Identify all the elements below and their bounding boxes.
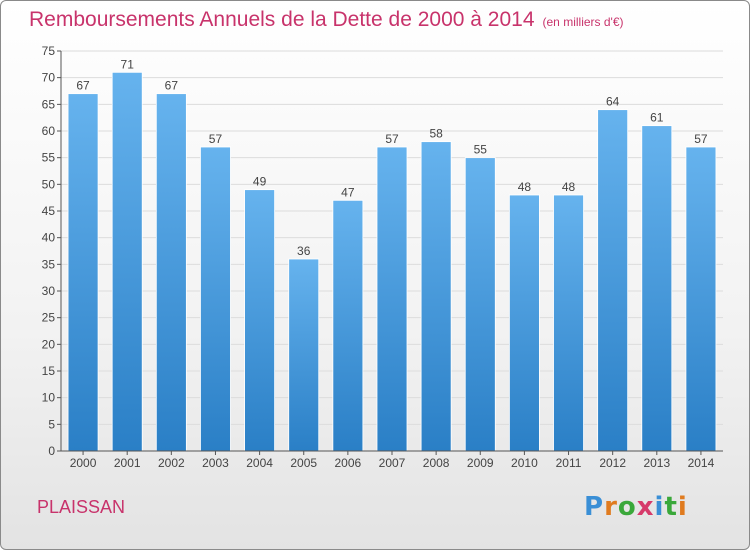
- logo-letter: o: [617, 492, 637, 522]
- bar-value-label: 47: [341, 185, 355, 199]
- bar: [597, 109, 629, 452]
- x-tick-label: 2010: [511, 456, 538, 470]
- bar-value-label: 71: [121, 57, 135, 71]
- bar: [553, 194, 584, 452]
- bar: [508, 194, 540, 452]
- bar: [641, 125, 673, 452]
- x-tick-label: 2011: [556, 456, 582, 470]
- bar-value-label: 48: [518, 180, 532, 194]
- y-tick-label: 40: [42, 231, 56, 245]
- title-text: Remboursements Annuels de la Dette de 20…: [29, 8, 535, 31]
- bar-value-label: 57: [385, 132, 399, 146]
- subtitle-text: (en milliers d'€): [542, 15, 624, 29]
- bar: [376, 146, 408, 452]
- y-tick-label: 25: [42, 311, 56, 325]
- y-tick-label: 15: [42, 364, 56, 378]
- x-tick-label: 2005: [290, 456, 317, 470]
- x-tick-label: 2008: [423, 456, 450, 470]
- x-tick-label: 2007: [379, 456, 406, 470]
- y-tick-label: 70: [42, 71, 56, 85]
- bar: [332, 199, 364, 452]
- bar: [155, 93, 187, 452]
- x-tick-label: 2001: [114, 456, 141, 470]
- logo-letter: i: [677, 492, 688, 522]
- logo-letter: i: [654, 492, 665, 522]
- y-tick-label: 5: [48, 417, 55, 431]
- bar-value-label: 58: [429, 127, 443, 141]
- bar-value-label: 61: [650, 111, 664, 125]
- logo-letter: P: [584, 492, 605, 522]
- y-tick-label: 65: [42, 97, 56, 111]
- bar-value-label: 36: [297, 244, 311, 258]
- y-tick-label: 75: [42, 44, 56, 58]
- x-tick-label: 2003: [202, 456, 229, 470]
- logo-letter: r: [604, 492, 618, 522]
- commune-name: PLAISSAN: [37, 497, 126, 517]
- y-tick-label: 35: [42, 257, 56, 271]
- y-tick-label: 60: [42, 124, 56, 138]
- bar: [200, 146, 231, 452]
- x-tick-label: 2013: [643, 456, 670, 470]
- bar: [420, 141, 452, 452]
- x-tick-label: 2012: [599, 456, 626, 470]
- y-tick-label: 55: [42, 151, 56, 165]
- bar-value-label: 48: [562, 180, 576, 194]
- bar-value-label: 57: [209, 132, 223, 146]
- x-tick-label: 2002: [158, 456, 185, 470]
- bar: [111, 71, 143, 452]
- bar-value-label: 67: [165, 79, 179, 93]
- logo-letter: t: [664, 492, 678, 522]
- x-tick-label: 2000: [70, 456, 97, 470]
- bar: [685, 146, 717, 452]
- bar: [464, 157, 496, 452]
- y-tick-label: 10: [42, 391, 56, 405]
- y-tick-label: 50: [42, 177, 56, 191]
- y-tick-label: 20: [42, 337, 56, 351]
- logo-letter: x: [636, 492, 655, 522]
- x-tick-label: 2004: [246, 456, 273, 470]
- proxiti-logo: Proxiti: [584, 492, 688, 522]
- x-tick-label: 2014: [688, 456, 715, 470]
- bar-value-label: 67: [76, 79, 90, 93]
- bar: [244, 189, 276, 452]
- bar-value-label: 55: [474, 143, 488, 157]
- x-tick-label: 2009: [467, 456, 494, 470]
- x-tick-label: 2006: [335, 456, 362, 470]
- bar-value-label: 64: [606, 95, 620, 109]
- bar-value-label: 57: [694, 132, 708, 146]
- y-tick-label: 30: [42, 284, 56, 298]
- chart-title: Remboursements Annuels de la Dette de 20…: [29, 8, 624, 32]
- y-tick-label: 45: [42, 204, 56, 218]
- y-tick-label: 0: [48, 444, 55, 458]
- bar: [67, 93, 99, 452]
- bar: [288, 258, 320, 452]
- bar-value-label: 49: [253, 175, 267, 189]
